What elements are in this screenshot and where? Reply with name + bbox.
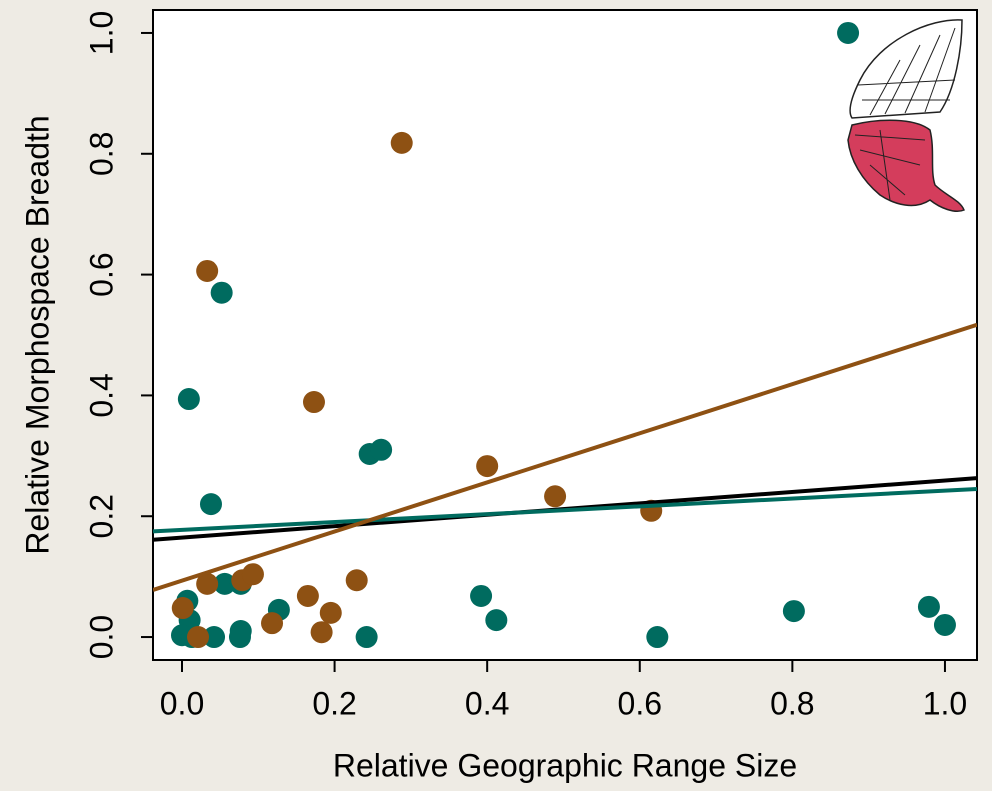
point — [213, 572, 236, 595]
y-tick-label: 1.0 — [83, 11, 119, 55]
x-tick-label: 0.6 — [618, 685, 662, 721]
point — [390, 131, 413, 154]
point — [782, 600, 805, 623]
point — [917, 595, 940, 618]
butterfly-icon — [847, 19, 965, 212]
x-axis-label: Relative Geographic Range Size — [333, 747, 797, 783]
point — [355, 626, 378, 649]
plot-area — [152, 9, 978, 661]
fit-line — [153, 322, 977, 592]
point — [370, 438, 393, 461]
x-tick-label: 0.4 — [465, 685, 509, 721]
y-tick-label: 0.0 — [83, 615, 119, 659]
point — [196, 259, 219, 282]
point — [187, 626, 210, 649]
y-tick-label: 0.4 — [83, 373, 119, 417]
point — [261, 612, 284, 635]
point — [544, 485, 567, 508]
point — [171, 597, 194, 620]
x-tick-label: 0.8 — [770, 685, 814, 721]
point — [196, 572, 219, 595]
point — [296, 584, 319, 607]
point — [933, 613, 956, 636]
point — [837, 21, 860, 44]
y-tick-label: 0.8 — [83, 132, 119, 176]
y-tick-label: 0.2 — [83, 494, 119, 538]
point — [302, 391, 325, 414]
point — [241, 563, 264, 586]
point — [228, 626, 251, 649]
point — [210, 281, 233, 304]
x-tick-label: 0.0 — [160, 685, 204, 721]
point — [476, 455, 499, 478]
fit-line — [153, 487, 977, 534]
point — [199, 493, 222, 516]
point — [319, 601, 342, 624]
point — [485, 609, 508, 632]
y-tick-label: 0.6 — [83, 252, 119, 296]
point — [203, 626, 226, 649]
y-axis-label: Relative Morphospace Breadth — [19, 115, 55, 554]
point — [470, 584, 493, 607]
point — [177, 388, 200, 411]
x-tick-label: 1.0 — [923, 685, 967, 721]
point — [646, 626, 669, 649]
x-tick-label: 0.2 — [312, 685, 356, 721]
point — [345, 569, 368, 592]
point — [310, 621, 333, 644]
